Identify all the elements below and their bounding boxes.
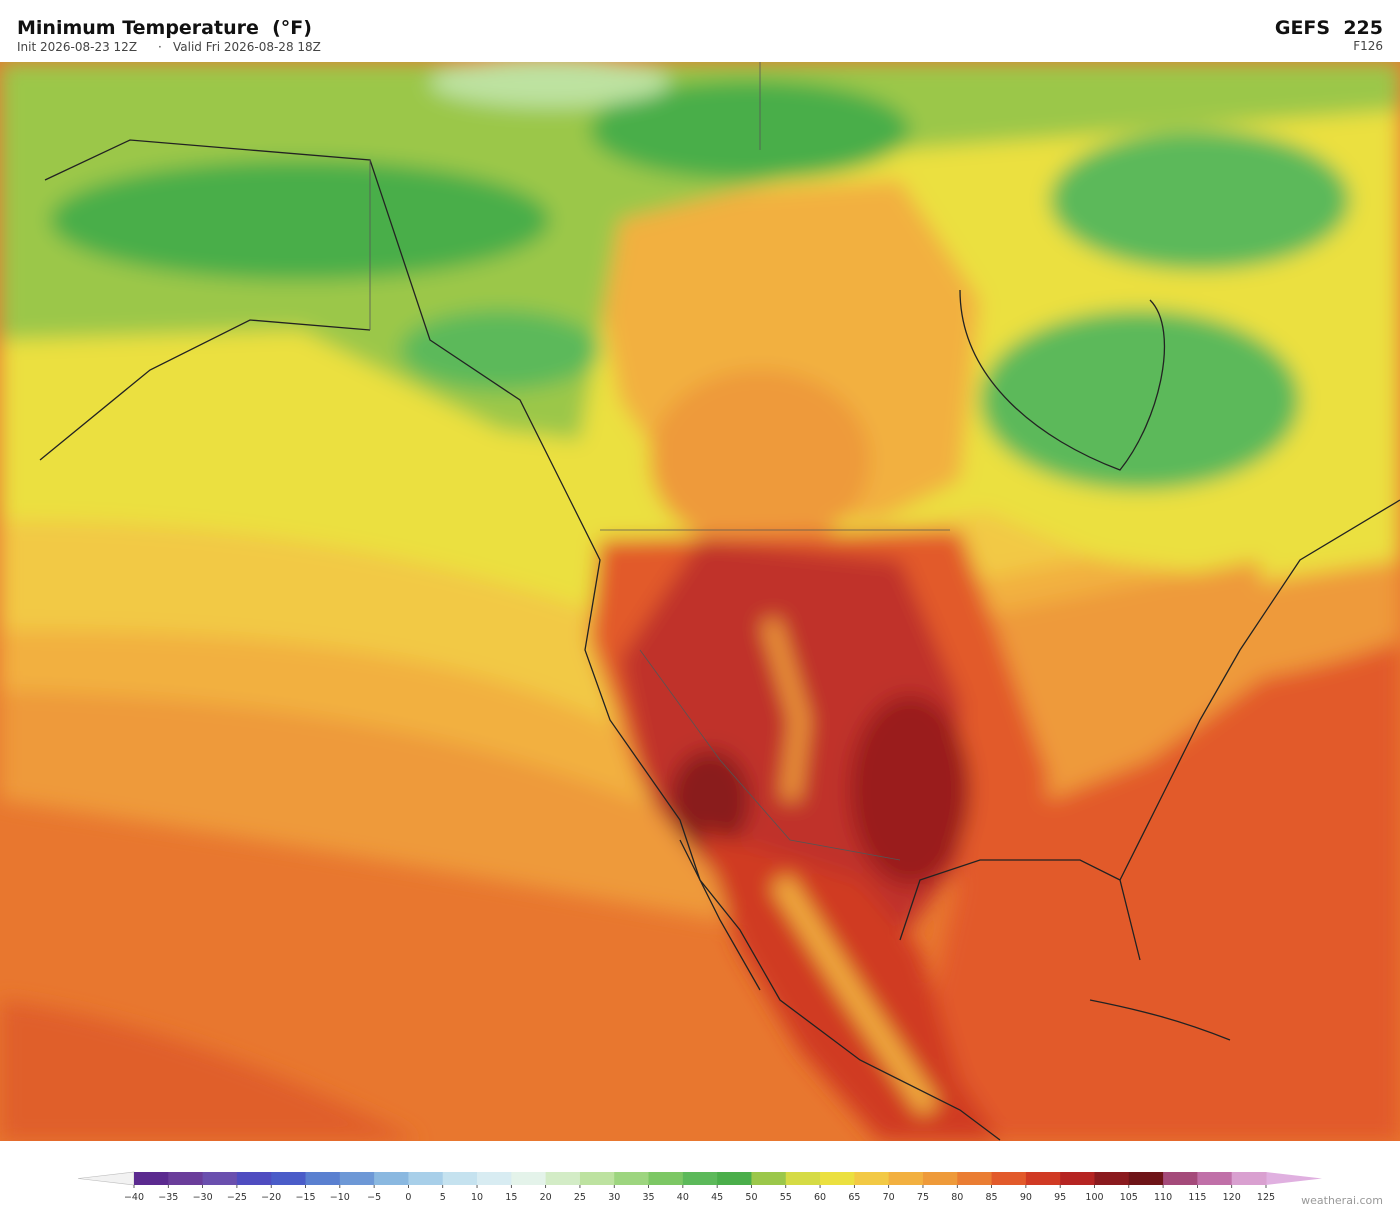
colorbar-segment bbox=[1197, 1172, 1233, 1185]
colorbar-segment bbox=[1025, 1172, 1061, 1185]
colorbar-tick-label: 45 bbox=[711, 1192, 723, 1203]
colorbar-segment bbox=[1231, 1172, 1267, 1185]
colorbar-segment bbox=[717, 1172, 752, 1185]
colorbar-tick-label: 10 bbox=[471, 1192, 483, 1203]
colorbar-tick-label: 40 bbox=[677, 1192, 689, 1203]
colorbar-tick-label: −10 bbox=[330, 1192, 350, 1203]
colorbar-segment bbox=[374, 1172, 409, 1185]
colorbar-tick-label: 95 bbox=[1054, 1192, 1066, 1203]
colorbar-tick-label: 120 bbox=[1223, 1192, 1241, 1203]
colorbar-tick-label: 55 bbox=[780, 1192, 792, 1203]
colorbar-segment bbox=[477, 1172, 512, 1185]
colorbar-tick-label: 75 bbox=[917, 1192, 929, 1203]
colorbar-tick-label: 70 bbox=[883, 1192, 895, 1203]
colorbar-segment bbox=[168, 1172, 204, 1185]
colorbar-segment bbox=[408, 1172, 444, 1185]
colorbar-segment bbox=[820, 1172, 855, 1185]
credit: weatherai.com bbox=[1301, 1194, 1383, 1207]
separator: · bbox=[158, 40, 162, 54]
colorbar-tick-label: 90 bbox=[1020, 1192, 1032, 1203]
colorbar-segment bbox=[202, 1172, 238, 1185]
colorbar-tick-label: −5 bbox=[367, 1192, 381, 1203]
colorbar-segment bbox=[1060, 1172, 1095, 1185]
colorbar-tick-label: −30 bbox=[193, 1192, 213, 1203]
colorbar-tick-label: 125 bbox=[1257, 1192, 1275, 1203]
colorbar-tick-label: 65 bbox=[848, 1192, 860, 1203]
colorbar-segment bbox=[991, 1172, 1027, 1185]
colorbar-segment bbox=[888, 1172, 924, 1185]
colorbar-under bbox=[77, 1171, 135, 1186]
valid-time: Valid Fri 2026-08-28 18Z bbox=[173, 40, 321, 54]
colorbar-tick-label: −20 bbox=[261, 1192, 281, 1203]
colorbar-tick-label: 85 bbox=[986, 1192, 998, 1203]
colorbar-segment bbox=[1094, 1172, 1130, 1185]
colorbar-segment bbox=[648, 1172, 684, 1185]
colorbar-tick-label: 80 bbox=[951, 1192, 963, 1203]
colorbar-tick-label: 20 bbox=[540, 1192, 552, 1203]
colorbar-segment bbox=[614, 1172, 650, 1185]
colorbar-segment bbox=[922, 1172, 958, 1185]
colorbar-segment bbox=[305, 1172, 341, 1185]
init-time: Init 2026-08-23 12Z bbox=[17, 40, 137, 54]
colorbar-tick-label: 25 bbox=[574, 1192, 586, 1203]
colorbar-tick-label: 105 bbox=[1120, 1192, 1138, 1203]
colorbar-segment bbox=[545, 1172, 581, 1185]
colorbar-segment bbox=[682, 1172, 718, 1185]
colorbar-over bbox=[1266, 1172, 1322, 1185]
colorbar: −40 −35 −30 −25 −20 −15 −10 −5 0 5 10 15 20 25 30 35 40 4… bbox=[77, 1171, 1322, 1203]
colorbar-segment bbox=[339, 1172, 375, 1185]
colorbar-tick-label: −25 bbox=[227, 1192, 247, 1203]
colorbar-tick-label: 30 bbox=[608, 1192, 620, 1203]
colorbar-segment bbox=[957, 1172, 993, 1185]
colorbar-segment bbox=[442, 1172, 478, 1185]
colorbar-tick-label: 15 bbox=[505, 1192, 517, 1203]
colorbar-segment bbox=[751, 1172, 787, 1185]
title: Minimum Temperature (°F) bbox=[17, 17, 312, 39]
colorbar-tick-label: −15 bbox=[295, 1192, 315, 1203]
colorbar-segment bbox=[579, 1172, 615, 1185]
colorbar-segment bbox=[511, 1172, 547, 1185]
colorbar-tick-label: −35 bbox=[158, 1192, 178, 1203]
colorbar-tick-label: 60 bbox=[814, 1192, 826, 1203]
colorbar-tick-label: −40 bbox=[124, 1192, 144, 1203]
forecast-hour: F126 bbox=[1353, 39, 1383, 53]
colorbar-segment bbox=[785, 1172, 821, 1185]
colorbar-tick-label: 110 bbox=[1154, 1192, 1172, 1203]
colorbar-tick-label: 0 bbox=[405, 1192, 411, 1203]
colorbar-segment bbox=[134, 1172, 169, 1185]
colorbar-segment bbox=[236, 1172, 272, 1185]
colorbar-segment bbox=[1163, 1172, 1198, 1185]
colorbar-segment bbox=[271, 1172, 307, 1185]
colorbar-tick-label: 5 bbox=[440, 1192, 446, 1203]
colorbar-tick-label: 50 bbox=[745, 1192, 757, 1203]
colorbar-segment bbox=[1128, 1172, 1164, 1185]
map bbox=[0, 62, 1400, 1141]
model-name: GEFS 225 bbox=[1275, 17, 1383, 39]
colorbar-tick-label: 115 bbox=[1188, 1192, 1206, 1203]
colorbar-tick-label: 35 bbox=[642, 1192, 654, 1203]
colorbar-segment bbox=[854, 1172, 890, 1185]
colorbar-tick-label: 100 bbox=[1085, 1192, 1103, 1203]
